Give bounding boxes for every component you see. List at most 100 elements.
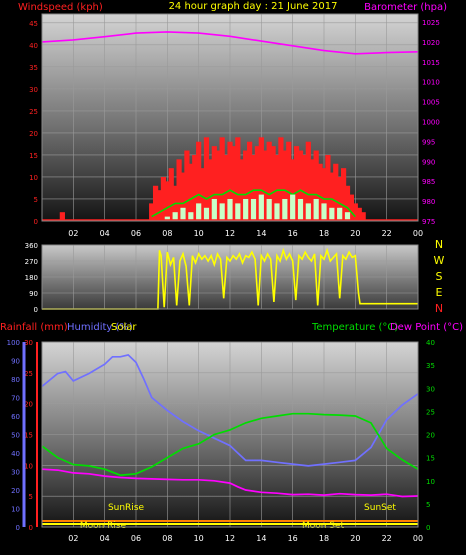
moonrise-label: Moon Rise	[80, 521, 127, 531]
temperature-tick-label: 35	[426, 362, 435, 370]
solar-axis-title: Solar	[111, 322, 137, 333]
humidity-tick-labels: 0 10 20 30 40 50 60 70 80 90 100	[7, 339, 20, 532]
wind-bar	[356, 207, 362, 221]
windspeed-tick-label: 30	[29, 86, 38, 94]
wind-bar	[243, 150, 249, 221]
rainfall-tick-label: 30	[24, 339, 33, 347]
wind-bar	[340, 168, 347, 221]
temp-time-tick-label: 06	[131, 534, 141, 543]
wind-bar	[246, 141, 253, 221]
humidity-tick-label: 30	[11, 469, 20, 477]
windspeed-tick-label: 20	[29, 130, 38, 138]
windspeed-tick-label: 15	[29, 152, 38, 160]
windspeed-line	[151, 189, 356, 218]
temp-time-tick-label: 16	[288, 534, 298, 543]
sunrise-label: SunRise	[108, 503, 145, 513]
wind-bar	[180, 207, 186, 221]
wind-bar	[290, 159, 296, 221]
rainfall-tick-label: 15	[24, 432, 33, 440]
wind-bar	[321, 203, 327, 221]
compass-n-bottom: N	[435, 302, 443, 315]
temp-time-tick-label: 18	[319, 534, 329, 543]
wind-bar	[278, 137, 284, 221]
wind-time-tick-label: 08	[162, 229, 172, 238]
wind-bar	[282, 150, 288, 221]
wind-bar	[168, 168, 174, 221]
humidity-tick-label: 50	[11, 432, 20, 440]
temp-series	[41, 353, 419, 498]
dewpoint-axis-title: Dew Point (°C)	[390, 322, 463, 333]
wind-time-tick-label: 12	[225, 229, 235, 238]
wind-bar	[250, 198, 257, 221]
direction-tick-label: 270	[25, 258, 38, 266]
wind-bar	[196, 141, 202, 221]
compass-n-top: N	[435, 238, 443, 251]
wind-bar	[172, 212, 178, 221]
wind-bar	[337, 207, 343, 221]
wind-bar	[290, 194, 296, 221]
wind-bar	[293, 146, 300, 221]
windspeed-tick-label: 25	[29, 108, 38, 116]
barometer-tick-label: 990	[422, 158, 435, 166]
direction-tick-labels: 0 90 180 270 360	[25, 242, 38, 314]
wind-bar	[211, 198, 217, 221]
wind-bar	[184, 150, 190, 221]
humidity-tick-label: 80	[11, 376, 20, 384]
humidity-tick-label: 40	[11, 450, 20, 458]
wind-bar	[321, 168, 327, 221]
rainfall-tick-label: 0	[29, 524, 33, 532]
wind-bar	[239, 159, 245, 221]
wind-bar	[254, 146, 261, 221]
wind-bar	[164, 216, 170, 221]
wind-bar	[270, 146, 276, 221]
wind-bar	[333, 163, 339, 221]
wind-bar	[176, 159, 182, 221]
barometer-axis-title: Barometer (hpa)	[364, 2, 447, 13]
wind-bar	[344, 185, 351, 221]
temperature-tick-label: 10	[426, 478, 435, 486]
barometer-tick-label: 980	[422, 198, 435, 206]
wind-bar	[337, 176, 343, 221]
temperature-axis-title: Temperature (°C)	[311, 322, 398, 333]
sunset-label: SunSet	[364, 503, 396, 513]
temp-time-tick-label: 22	[382, 534, 392, 543]
wind-bar	[203, 137, 210, 221]
wind-bar	[152, 185, 159, 221]
barometer-line	[41, 31, 419, 55]
temp-time-tick-label: 10	[194, 534, 204, 543]
temperature-tick-label: 30	[426, 385, 435, 393]
temperature-humidity-panel: 0 10 20 30 40 50 60 70 80 90 100 0 5 10 15 20 25 30 0 5 10…	[7, 339, 435, 543]
wind-time-tick-label: 04	[100, 229, 110, 238]
wind-time-tick-labels: 02 04 06 08 10 12 14 16 18 20 22 00	[68, 229, 423, 238]
wind-bar	[348, 194, 355, 221]
wind-bar	[235, 203, 241, 221]
windspeed-tick-label: 5	[34, 196, 38, 204]
barometer-tick-label: 1005	[422, 99, 440, 107]
dewpoint-line	[41, 468, 419, 498]
wind-time-tick-label: 00	[413, 229, 423, 238]
wind-direction-panel: 0 90 180 270 360 N W S E N	[25, 238, 445, 315]
wind-bar	[188, 212, 194, 221]
humidity-tick-label: 70	[11, 395, 20, 403]
windspeed-tick-label: 35	[29, 64, 38, 72]
temperature-tick-label: 5	[426, 501, 430, 509]
wind-bar	[305, 203, 311, 221]
temp-panel-border	[41, 341, 419, 528]
wind-bar	[309, 159, 315, 221]
wind-bar	[231, 146, 237, 221]
temperature-tick-label: 15	[426, 455, 435, 463]
wind-bar	[274, 203, 280, 221]
barometer-tick-label: 975	[422, 218, 435, 226]
wind-time-tick-label: 20	[350, 229, 360, 238]
wind-bar	[297, 198, 304, 221]
humidity-tick-label: 0	[16, 524, 20, 532]
barometer-tick-label: 1020	[422, 39, 440, 47]
humidity-tick-label: 10	[11, 506, 20, 514]
temperature-tick-label: 25	[426, 408, 435, 416]
humidity-tick-label: 100	[7, 339, 20, 347]
wind-bar	[282, 198, 288, 221]
rainfall-tick-label: 5	[29, 493, 33, 501]
windspeed-tick-label: 0	[34, 218, 38, 226]
